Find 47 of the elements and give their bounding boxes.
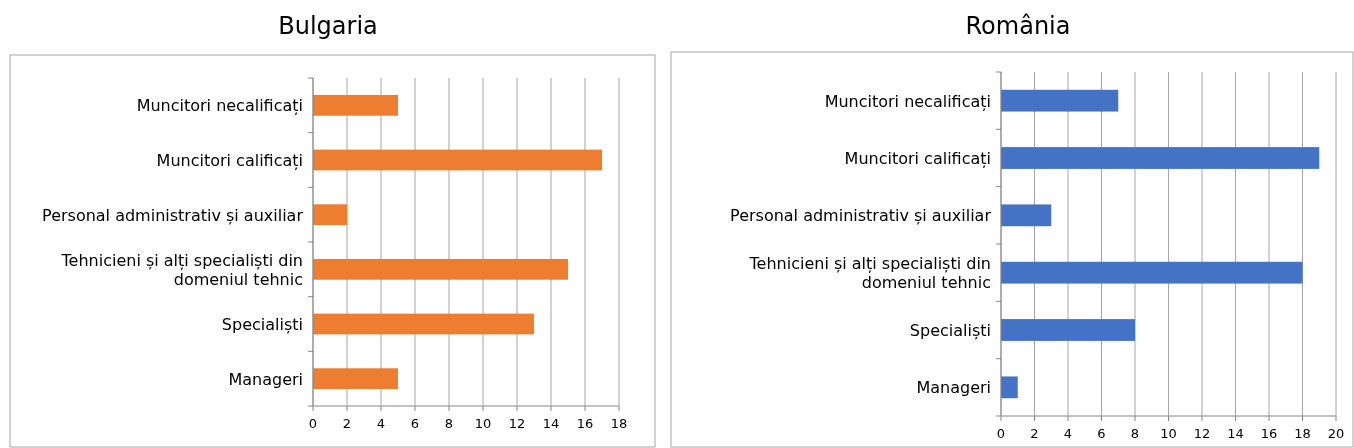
x-tick-label: 8 bbox=[444, 416, 454, 431]
x-tick-label: 0 bbox=[308, 416, 318, 431]
bar bbox=[1001, 376, 1018, 399]
y-tick-label: Muncitori calificați bbox=[156, 150, 303, 170]
x-tick-label: 10 bbox=[474, 416, 492, 431]
x-tick-label: 14 bbox=[542, 416, 560, 431]
bar bbox=[313, 204, 347, 226]
x-tick-label: 6 bbox=[410, 416, 420, 431]
x-tick-label: 12 bbox=[1193, 426, 1211, 441]
y-tick-label: Manageri bbox=[916, 377, 991, 397]
y-tick-label: Personal administrativ și auxiliar bbox=[42, 205, 304, 225]
bar bbox=[1001, 147, 1320, 169]
bar bbox=[1001, 319, 1135, 341]
y-tick-label: Muncitori necalificați bbox=[824, 91, 991, 111]
x-tick-label: 2 bbox=[1030, 426, 1039, 441]
x-tick-label: 12 bbox=[508, 416, 526, 431]
x-tick-label: 16 bbox=[576, 416, 594, 431]
x-tick-label: 18 bbox=[610, 416, 628, 431]
bar bbox=[313, 313, 534, 335]
bar bbox=[313, 94, 398, 116]
x-tick-label: 4 bbox=[376, 416, 386, 431]
bar bbox=[1001, 89, 1119, 112]
y-tick-label: Manageri bbox=[228, 369, 303, 389]
bar bbox=[313, 258, 568, 280]
x-tick-label: 16 bbox=[1260, 426, 1278, 441]
y-tick-label: Personal administrativ și auxiliar bbox=[730, 205, 992, 225]
x-tick-label: 18 bbox=[1294, 426, 1311, 441]
x-tick-label: 10 bbox=[1160, 426, 1177, 441]
chart-title: Bulgaria bbox=[278, 12, 378, 40]
bar bbox=[1001, 204, 1052, 227]
y-tick-label: Specialiști bbox=[909, 320, 991, 340]
x-tick-label: 20 bbox=[1327, 426, 1345, 441]
chart-title: România bbox=[965, 12, 1071, 40]
x-tick-label: 2 bbox=[342, 416, 352, 431]
y-tick-label: Muncitori calificați bbox=[844, 148, 991, 168]
y-tick-label: Muncitori necalificați bbox=[136, 95, 303, 115]
x-tick-label: 0 bbox=[996, 426, 1006, 441]
x-tick-label: 8 bbox=[1130, 426, 1140, 441]
y-tick-label: Tehnicieni și alți specialiști din domeniul tehnic bbox=[60, 250, 303, 289]
x-tick-label: 4 bbox=[1063, 426, 1073, 441]
bar bbox=[313, 368, 398, 390]
x-tick-label: 6 bbox=[1097, 426, 1106, 441]
bar bbox=[1001, 261, 1303, 284]
bar bbox=[313, 149, 602, 171]
y-tick-label: Specialiști bbox=[221, 314, 303, 334]
y-tick-label: Tehnicieni și alți specialiști din domeniul tehnic bbox=[748, 253, 991, 292]
x-tick-label: 14 bbox=[1227, 426, 1244, 441]
